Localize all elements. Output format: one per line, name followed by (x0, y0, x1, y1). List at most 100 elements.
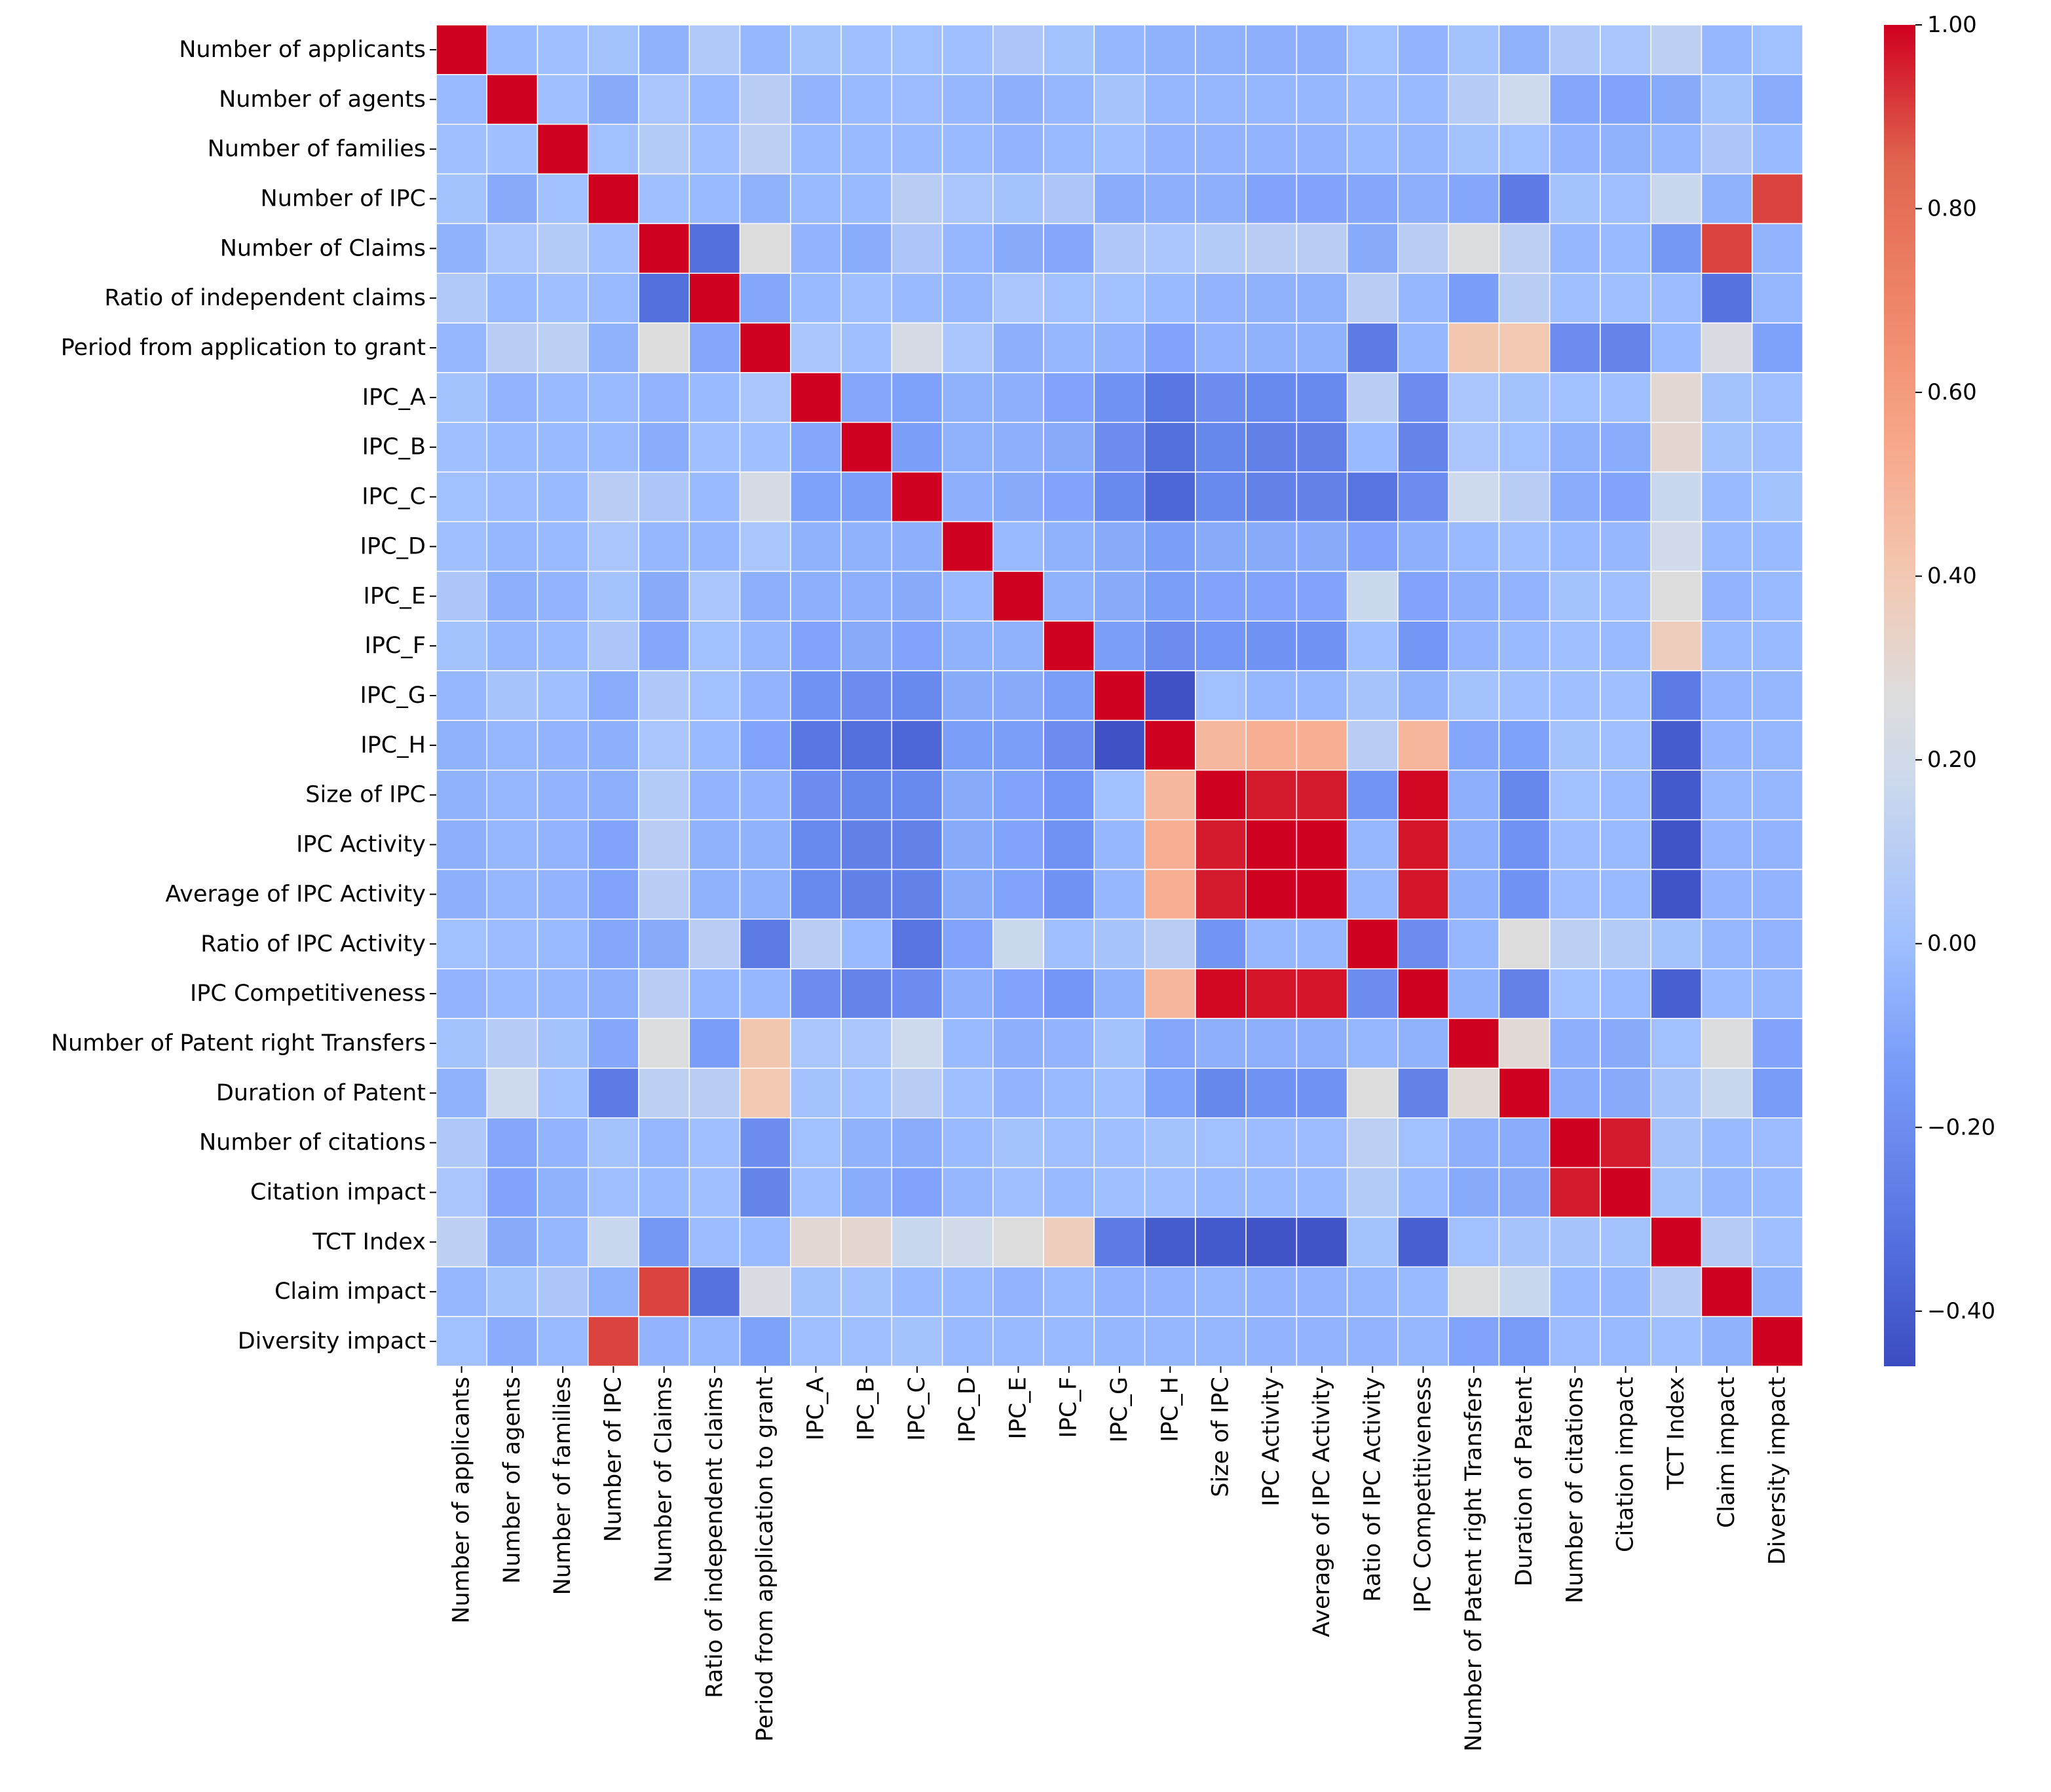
heatmap-cell (891, 24, 943, 75)
heatmap-cell (536, 1018, 589, 1069)
heatmap-cell (1498, 223, 1551, 274)
heatmap-cell (588, 968, 639, 1019)
heatmap-cell (1043, 1068, 1095, 1119)
heatmap-cell (790, 521, 842, 572)
heatmap-cell (891, 670, 943, 721)
heatmap-cell (436, 770, 488, 821)
heatmap-cell (1650, 670, 1703, 721)
heatmap-cell (1043, 1167, 1095, 1218)
heatmap-cell (1751, 1018, 1803, 1069)
heatmap-cell (436, 372, 488, 423)
heatmap-cell (486, 1117, 538, 1168)
row-label: IPC_G (360, 682, 426, 709)
heatmap-cell (1498, 24, 1551, 75)
heatmap-cell (486, 123, 538, 175)
heatmap-cell (588, 422, 639, 473)
heatmap-cell (1751, 223, 1803, 274)
heatmap-cell (1093, 968, 1146, 1019)
heatmap-cell (1498, 570, 1551, 622)
heatmap-cell (1549, 1068, 1601, 1119)
heatmap-cell (1701, 1068, 1753, 1119)
heatmap-cell (1600, 173, 1651, 225)
heatmap-cell (1093, 1167, 1146, 1218)
heatmap-cell (891, 471, 943, 523)
heatmap-cell (588, 372, 639, 423)
heatmap-cell (1346, 570, 1399, 622)
heatmap-cell (891, 223, 943, 274)
heatmap-cell (941, 223, 994, 274)
heatmap-cell (588, 521, 639, 572)
heatmap-cell (1549, 570, 1601, 622)
heatmap-cell (739, 173, 791, 225)
heatmap-cell (1245, 1316, 1298, 1367)
heatmap-cell (1549, 521, 1601, 572)
heatmap-cell (1245, 1266, 1298, 1317)
heatmap-cell (688, 471, 741, 523)
heatmap-cell (1397, 173, 1449, 225)
heatmap-cell (436, 123, 488, 175)
heatmap-cell (840, 372, 893, 423)
heatmap-cell (739, 620, 791, 671)
heatmap-cell (941, 819, 994, 870)
heatmap-cell (739, 570, 791, 622)
heatmap-cell (1549, 1117, 1601, 1168)
heatmap-cell (486, 1018, 538, 1069)
heatmap-cell (1144, 1266, 1196, 1317)
heatmap-cell (790, 123, 842, 175)
row-label: IPC_H (360, 732, 426, 758)
heatmap-cell (1093, 272, 1146, 324)
heatmap-cell (1751, 570, 1803, 622)
heatmap-cell (1751, 1216, 1803, 1268)
heatmap-cell (1498, 322, 1551, 373)
heatmap-cell (1650, 123, 1703, 175)
heatmap-cell (1043, 24, 1095, 75)
heatmap-cell (891, 819, 943, 870)
heatmap-cell (1043, 720, 1095, 771)
heatmap-cell (891, 968, 943, 1019)
heatmap-cell (790, 570, 842, 622)
heatmap-cell (739, 24, 791, 75)
heatmap-cell (1144, 1068, 1196, 1119)
heatmap-cell (1346, 720, 1399, 771)
heatmap-cell (941, 1216, 994, 1268)
heatmap-cell (1245, 173, 1298, 225)
heatmap-cell (1448, 521, 1500, 572)
heatmap-cell (1701, 720, 1753, 771)
heatmap-cell (739, 720, 791, 771)
colorbar-tick-label: 0.80 (1927, 196, 1977, 222)
heatmap-cell (1346, 968, 1399, 1019)
heatmap-cell (1650, 1316, 1703, 1367)
column-label: IPC_G (1106, 1377, 1133, 1443)
heatmap-cell (486, 868, 538, 920)
heatmap-cell (739, 1216, 791, 1268)
heatmap-cell (536, 1167, 589, 1218)
heatmap-cell (1195, 620, 1247, 671)
heatmap-cell (1397, 1117, 1449, 1168)
heatmap-cell (1296, 1266, 1348, 1317)
heatmap-cell (1600, 24, 1651, 75)
heatmap-cell (1245, 918, 1298, 969)
heatmap-cell (1144, 1316, 1196, 1367)
heatmap-cell (1549, 422, 1601, 473)
heatmap-cell (1751, 422, 1803, 473)
heatmap-cell (1296, 372, 1348, 423)
heatmap-cell (638, 1018, 690, 1069)
heatmap-cell (1346, 1316, 1399, 1367)
heatmap-cell (1296, 272, 1348, 324)
heatmap-cell (1650, 968, 1703, 1019)
heatmap-cell (941, 670, 994, 721)
heatmap-cell (1346, 322, 1399, 373)
heatmap-cell (536, 1068, 589, 1119)
column-label: Number of IPC (600, 1377, 626, 1542)
heatmap-cell (790, 720, 842, 771)
heatmap-cell (1093, 123, 1146, 175)
heatmap-cell (1448, 819, 1500, 870)
heatmap-cell (436, 1216, 488, 1268)
heatmap-cell (891, 570, 943, 622)
heatmap-cell (1600, 471, 1651, 523)
heatmap-cell (840, 1068, 893, 1119)
heatmap-cell (891, 720, 943, 771)
heatmap-cell (1397, 1316, 1449, 1367)
heatmap-cell (1296, 670, 1348, 721)
